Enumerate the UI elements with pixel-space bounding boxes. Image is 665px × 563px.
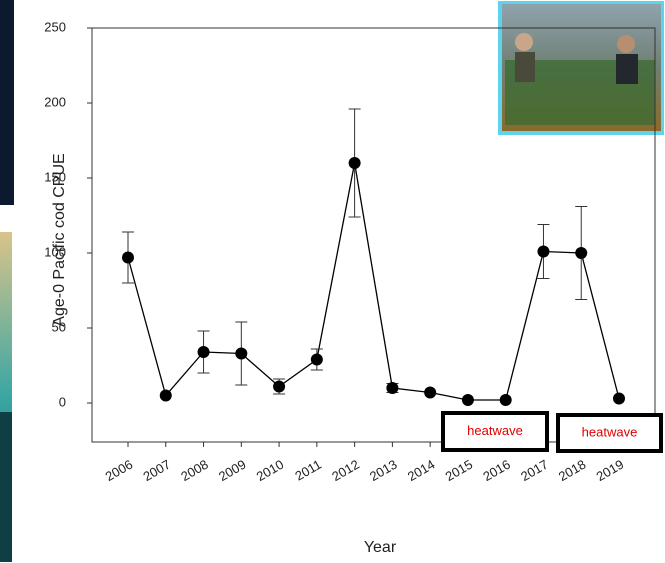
y-tick-label: 50 xyxy=(52,319,66,334)
x-tick-label: 2009 xyxy=(216,457,249,484)
annotation: heatwave xyxy=(582,424,638,439)
data-point xyxy=(311,354,323,366)
x-tick-label: 2019 xyxy=(594,457,627,484)
photo-inset xyxy=(498,1,664,135)
photo-person xyxy=(617,35,635,53)
y-tick-label: 0 xyxy=(59,394,66,409)
edge-fragment xyxy=(0,412,12,562)
annotation: heatwave xyxy=(467,423,523,438)
data-point xyxy=(235,348,247,360)
chart: Age-0 Pacific cod CPUE Year 050100150200… xyxy=(0,0,665,563)
data-point xyxy=(198,346,210,358)
x-tick-label: 2012 xyxy=(329,457,362,484)
data-point xyxy=(537,246,549,258)
data-point xyxy=(349,157,361,169)
photo-person xyxy=(515,52,535,82)
x-tick-label: 2010 xyxy=(254,457,287,484)
data-point xyxy=(462,394,474,406)
data-point xyxy=(575,247,587,259)
x-tick-label: 2006 xyxy=(103,457,136,484)
x-tick-label: 2011 xyxy=(292,457,324,484)
x-tick-label: 2015 xyxy=(443,457,476,484)
y-tick-label: 100 xyxy=(44,244,66,259)
data-point xyxy=(386,382,398,394)
y-tick-label: 150 xyxy=(44,169,66,184)
data-point xyxy=(273,381,285,393)
data-point xyxy=(122,252,134,264)
x-axis-label: Year xyxy=(364,539,397,556)
x-tick-label: 2013 xyxy=(367,457,400,484)
data-point xyxy=(613,393,625,405)
screen: Age-0 Pacific cod CPUE Year 050100150200… xyxy=(0,0,665,563)
x-tick-label: 2008 xyxy=(178,457,211,484)
x-tick-label: 2017 xyxy=(518,457,551,484)
x-tick-label: 2016 xyxy=(480,457,513,484)
x-tick-label: 2014 xyxy=(405,457,438,484)
y-tick-label: 250 xyxy=(44,19,66,34)
x-tick-label: 2007 xyxy=(140,457,173,484)
edge-fragment xyxy=(0,0,14,205)
data-point xyxy=(424,387,436,399)
data-point xyxy=(500,394,512,406)
series-line xyxy=(128,163,619,400)
data-point xyxy=(160,390,172,402)
y-tick-label: 200 xyxy=(44,94,66,109)
photo-person xyxy=(616,54,638,84)
x-tick-label: 2018 xyxy=(556,457,589,484)
photo-person xyxy=(515,33,533,51)
